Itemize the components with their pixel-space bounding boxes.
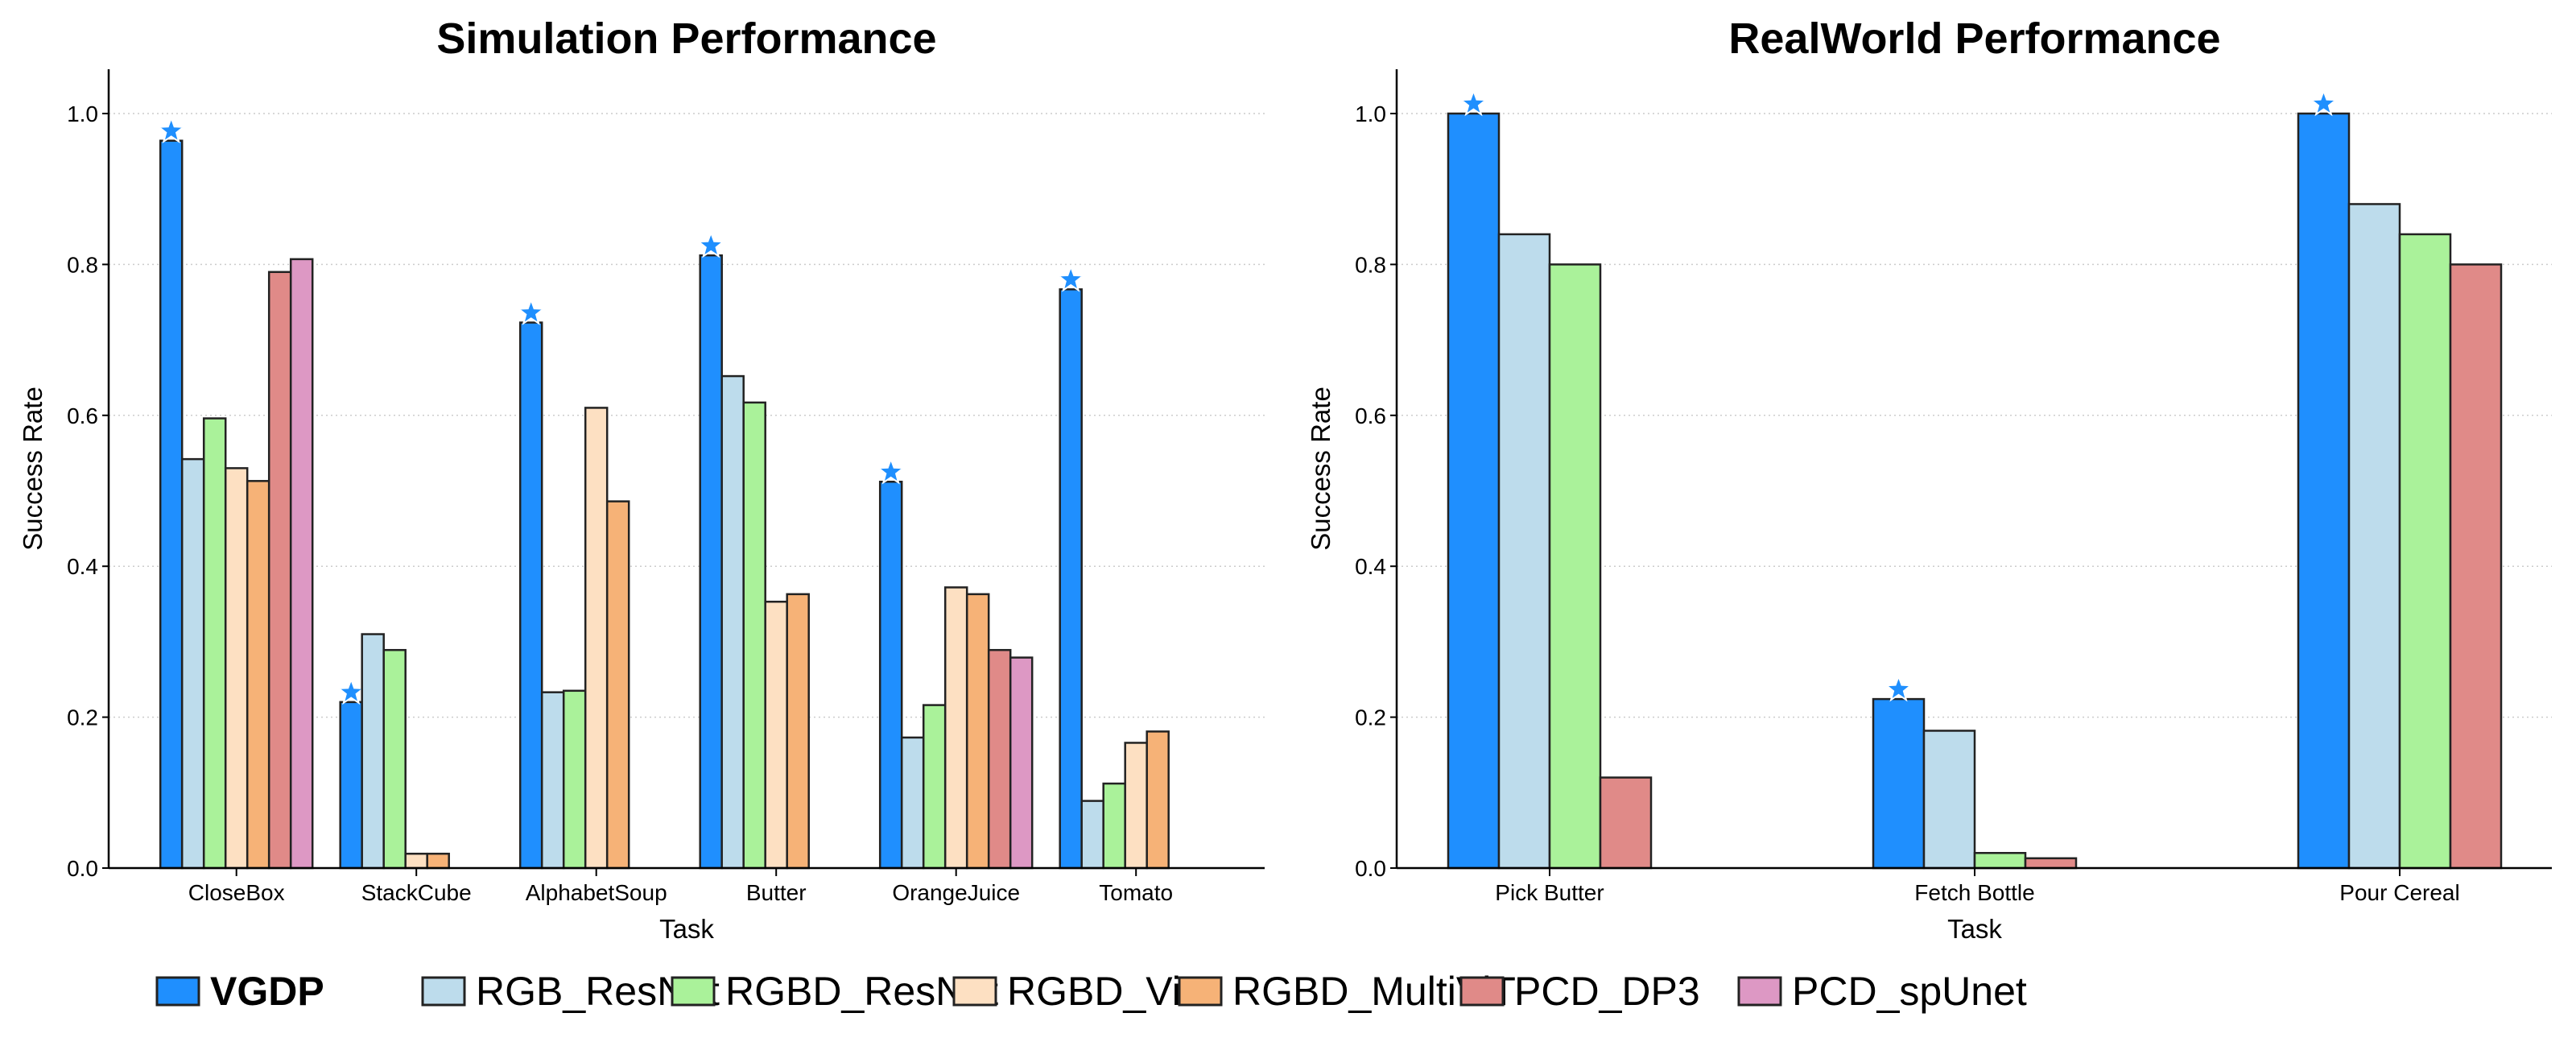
x-tick-label: StackCube [361, 880, 472, 905]
bar-rgbd-multivit [786, 593, 810, 870]
y-tick-label: 0.6 [67, 403, 98, 428]
bar-rgbd-multivit [246, 480, 270, 870]
bar-rgbd-vit [1124, 742, 1148, 870]
bar-rgbd-resnet [742, 401, 766, 870]
bar-pcd-dp3 [2449, 263, 2503, 870]
best-star-icon [696, 230, 726, 258]
bar-vgdp [2297, 112, 2351, 870]
best-star-icon [876, 457, 906, 485]
y-tick-label: 0.4 [67, 554, 98, 579]
bar-pcd-spunet [1009, 656, 1034, 870]
bar-pcd-dp3 [1599, 776, 1653, 870]
bar-rgb-resnet [2347, 203, 2401, 870]
x-tick-label: Tomato [1099, 880, 1173, 905]
x-tick-label: AlphabetSoup [526, 880, 667, 905]
x-axis-label: Task [659, 914, 714, 944]
bar-rgbd-vit [764, 600, 788, 870]
legend-swatch [1737, 976, 1782, 1007]
y-tick-label: 0.8 [1355, 252, 1386, 277]
bar-vgdp [159, 139, 184, 870]
bar-vgdp [518, 321, 543, 870]
y-axis-label: Success Rate [1306, 387, 1335, 551]
best-star-icon [336, 677, 366, 705]
bar-rgbd-resnet [1548, 263, 1602, 870]
legend-label: PCD_spUnet [1792, 969, 2027, 1014]
bar-rgbd-vit [224, 467, 249, 870]
x-tick-label: CloseBox [188, 880, 285, 905]
legend: VGDP RGB_ResNet RGBD_ResNet RGBD_ViT RGBD_Mu… [155, 969, 2027, 1014]
bar-rgbd-multivit [965, 593, 990, 870]
legend-label: VGDP [210, 969, 324, 1014]
y-tick-label: 0.0 [1355, 856, 1386, 881]
bar-vgdp [1872, 697, 1926, 870]
bar-rgb-resnet [1080, 800, 1104, 870]
bar-pcd-dp3 [987, 648, 1012, 870]
bar-rgb-resnet [1497, 233, 1551, 870]
x-tick-label: OrangeJuice [892, 880, 1020, 905]
legend-label: RGBD_ViT [1007, 969, 1205, 1014]
bar-rgb-resnet [720, 374, 745, 870]
bar-rgbd-vit [584, 407, 609, 870]
bar-rgbd-vit [404, 852, 428, 870]
y-tick-label: 0.4 [1355, 554, 1386, 579]
x-tick-label: Butter [746, 880, 807, 905]
x-tick-label: Pour Cereal [2339, 880, 2459, 905]
bar-vgdp [339, 701, 363, 870]
bar-vgdp [878, 481, 903, 870]
legend-label: PCD_DP3 [1514, 969, 1700, 1014]
y-tick-label: 0.6 [1355, 403, 1386, 428]
bar-rgbd-multivit [605, 500, 630, 870]
y-tick-label: 1.0 [67, 101, 98, 126]
bar-rgb-resnet [900, 736, 925, 870]
chart-title: Simulation Performance [436, 14, 936, 63]
best-star-icon [516, 297, 546, 325]
y-tick-label: 0.2 [67, 705, 98, 730]
realworld-chart: RealWorld Performance Task Success Rate … [1306, 14, 2552, 944]
x-axis-label: Task [1947, 914, 2002, 944]
legend-swatch [1178, 976, 1223, 1007]
bar-rgbd-resnet [922, 704, 947, 870]
bar-pcd-dp3 [267, 271, 292, 870]
bar-pcd-spunet [289, 258, 314, 870]
bar-rgb-resnet [180, 457, 205, 870]
bar-rgbd-resnet [202, 417, 227, 870]
best-star-icon [2309, 89, 2339, 117]
bar-rgbd-resnet [562, 689, 587, 870]
bar-rgbd-resnet [1102, 782, 1126, 870]
best-star-icon [156, 115, 186, 143]
bar-rgbd-multivit [1146, 730, 1170, 870]
bar-rgbd-multivit [426, 852, 450, 870]
bar-rgb-resnet [1922, 730, 1976, 870]
y-tick-label: 0.0 [67, 856, 98, 881]
bar-vgdp [1059, 288, 1083, 870]
y-axis-label: Success Rate [18, 387, 47, 551]
bar-vgdp [1447, 112, 1501, 870]
best-star-icon [1056, 264, 1086, 292]
best-star-icon [1459, 89, 1488, 117]
bar-rgbd-resnet [382, 648, 407, 870]
y-tick-label: 1.0 [1355, 101, 1386, 126]
legend-swatch [952, 976, 997, 1007]
bar-pcd-dp3 [2024, 857, 2078, 870]
y-tick-label: 0.2 [1355, 705, 1386, 730]
x-tick-label: Fetch Bottle [1914, 880, 2034, 905]
legend-swatch [155, 976, 200, 1007]
bar-rgb-resnet [361, 633, 385, 870]
legend-swatch [421, 976, 466, 1007]
bar-rgbd-resnet [1973, 852, 2027, 870]
y-tick-label: 0.8 [67, 252, 98, 277]
bar-rgbd-resnet [2398, 233, 2452, 870]
bar-rgb-resnet [540, 691, 565, 870]
legend-swatch [1459, 976, 1505, 1007]
bar-rgbd-vit [943, 586, 968, 870]
x-tick-label: Pick Butter [1495, 880, 1604, 905]
legend-swatch [671, 976, 716, 1007]
bar-vgdp [699, 254, 723, 870]
chart-title: RealWorld Performance [1728, 14, 2220, 63]
best-star-icon [1884, 674, 1913, 702]
simulation-chart: Simulation Performance Task Success Rate… [18, 14, 1265, 944]
